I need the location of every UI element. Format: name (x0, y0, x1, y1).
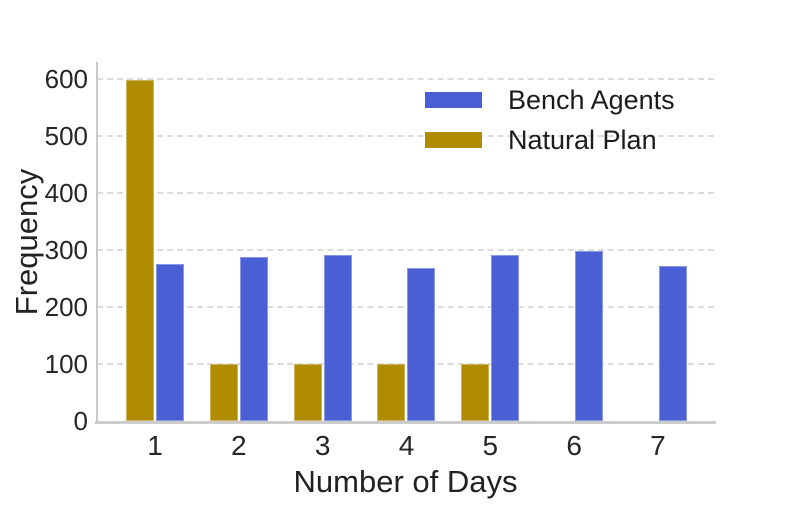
bar-bench-agents-day-7 (658, 265, 687, 421)
y-tick-label-0: 0 (73, 406, 88, 436)
legend-label-natural-plan: Natural Plan (508, 124, 657, 155)
bar-natural-plan-day-3 (293, 364, 322, 421)
legend-item-bench-agents: Bench Agents (425, 84, 675, 115)
x-axis-spine (95, 421, 716, 424)
x-tick-label-1: 1 (147, 430, 163, 461)
bar-bench-agents-day-1 (156, 263, 184, 421)
gridline-y-100 (97, 363, 714, 365)
y-tick-label-200: 200 (44, 292, 88, 322)
legend-label-bench-agents: Bench Agents (508, 84, 675, 115)
x-tick-label-6: 6 (566, 430, 582, 461)
bar-bench-agents-day-2 (239, 257, 268, 421)
y-tick-label-400: 400 (44, 178, 88, 208)
x-tick-label-5: 5 (482, 430, 499, 461)
y-tick-label-300: 300 (44, 235, 88, 265)
x-tick-label-7: 7 (650, 430, 666, 461)
legend-item-natural-plan: Natural Plan (425, 124, 675, 155)
gridline-y-400 (97, 192, 714, 194)
bar-natural-plan-day-5 (461, 364, 490, 421)
bar-natural-plan-day-1 (126, 80, 154, 421)
gridline-y-600 (97, 78, 714, 80)
bar-bench-agents-day-5 (491, 254, 520, 421)
x-tick-label-3: 3 (314, 430, 331, 461)
bar-natural-plan-day-4 (377, 364, 406, 421)
legend-swatch-bench-agents (425, 92, 482, 108)
bar-bench-agents-day-3 (323, 254, 352, 421)
gridline-y-200 (97, 306, 714, 308)
legend: Bench Agents Natural Plan (425, 84, 675, 166)
bar-bench-agents-day-4 (407, 267, 436, 421)
y-tick-label-100: 100 (44, 349, 88, 379)
x-tick-label-4: 4 (398, 430, 415, 461)
gridline-y-500 (97, 135, 714, 137)
x-axis-title: Number of Days (293, 464, 518, 499)
bar-natural-plan-day-2 (209, 364, 238, 421)
bar-bench-agents-day-6 (575, 251, 604, 421)
y-tick-label-500: 500 (44, 121, 88, 151)
gridline-y-300 (97, 249, 714, 251)
y-tick-label-600: 600 (44, 64, 88, 94)
legend-swatch-natural-plan (425, 132, 482, 148)
y-axis-spine (96, 62, 98, 424)
x-tick-label-2: 2 (231, 430, 247, 461)
